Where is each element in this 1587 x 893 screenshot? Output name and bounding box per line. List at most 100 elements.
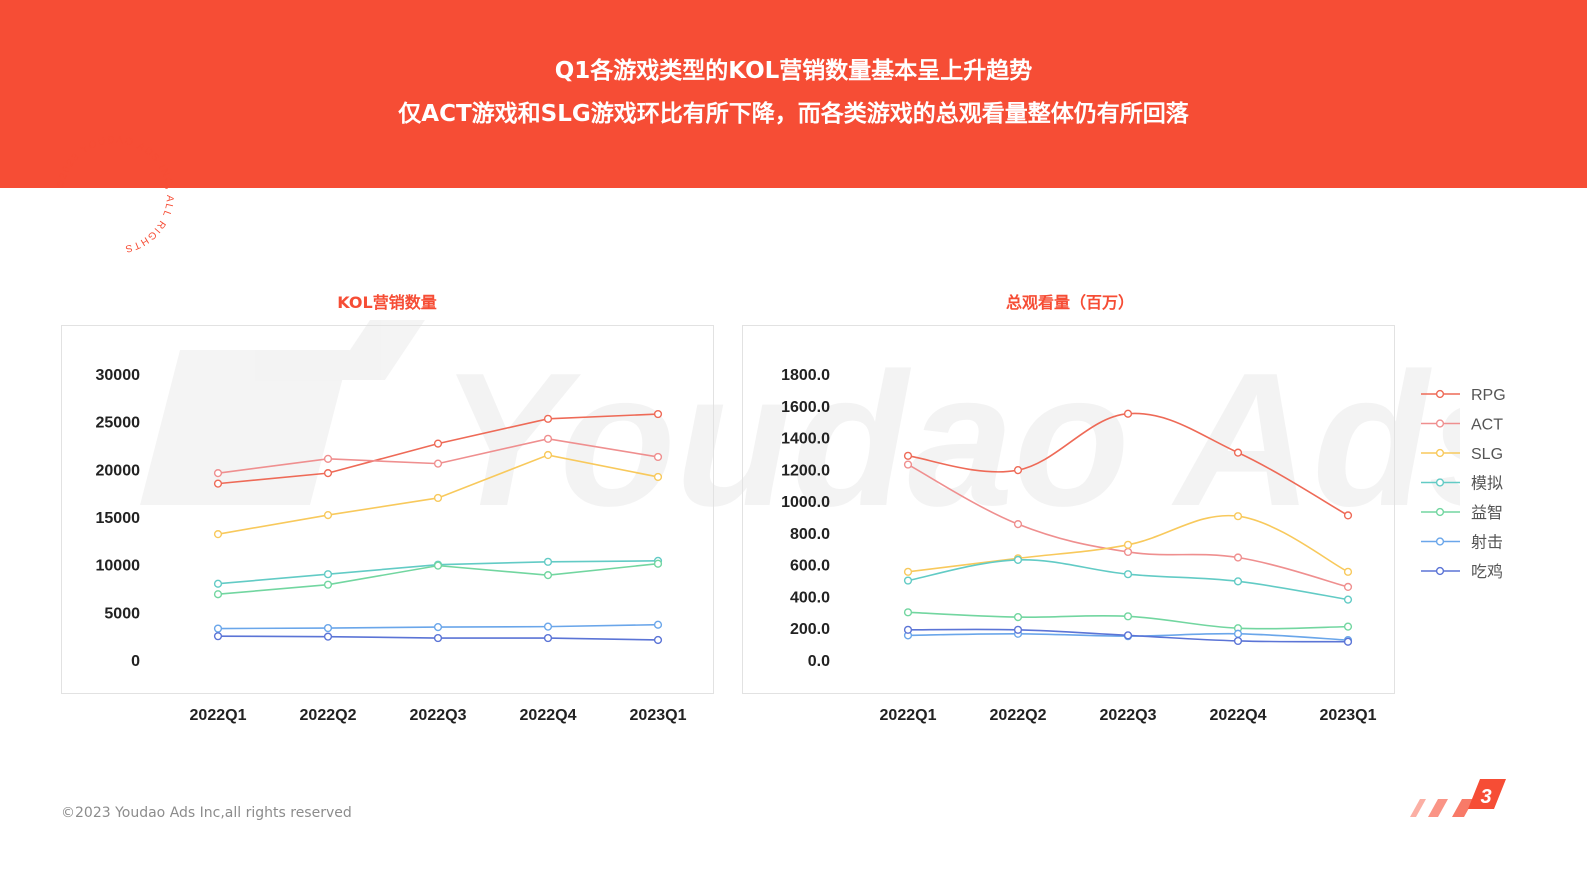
chart-2-ytick-label: 600.0	[790, 558, 830, 575]
chart-1-ytick-label: 20000	[96, 462, 141, 479]
chart-2-xtick-label: 2022Q2	[990, 707, 1047, 724]
chart-1-data-point	[653, 452, 663, 462]
chart-1-ytick-label: 5000	[104, 605, 140, 622]
chart-2-data-point	[1233, 629, 1243, 638]
chart-1-ytick-label: 10000	[96, 558, 141, 575]
chart-2-data-point	[1123, 631, 1133, 640]
chart-1-data-point	[323, 632, 333, 641]
chart-1-data-point	[323, 570, 333, 579]
chart-1-data-point	[543, 633, 553, 643]
chart-1-ytick-label: 30000	[96, 367, 141, 384]
chart-2-data-point	[1233, 448, 1243, 457]
chart-1-data-point	[543, 414, 553, 423]
copyright-seal: ©2023 YOUDAO ADS INC, ALL RIGHTS	[55, 135, 173, 254]
chart-2-series-line-ACT	[907, 463, 1349, 588]
chart-2-xtick-label: 2022Q1	[880, 707, 937, 724]
chart-1-data-point	[213, 530, 223, 539]
chart-1-data-point	[213, 479, 223, 488]
chart-2-data-point	[1233, 553, 1243, 562]
chart-1-data-point	[323, 623, 333, 633]
chart-1-data-point	[213, 624, 223, 633]
chart-1-data-point	[433, 493, 443, 503]
chart-2-data-point	[903, 576, 913, 585]
chart-2-data-point	[1233, 512, 1243, 521]
chart-1-data-point	[653, 409, 663, 419]
chart-2-data-point	[1233, 577, 1243, 586]
chart-1-plot: 30000 25000 20000 15000 10000 5000 0 2022Q1 2022…	[96, 367, 687, 724]
legend-swatch-marker	[1435, 566, 1445, 576]
chart-2-series-line-RPG	[907, 412, 1349, 517]
chart-2-data-point	[1123, 570, 1133, 579]
chart-1-data-point	[433, 623, 443, 632]
chart-2-ytick-label: 1400.0	[781, 431, 830, 448]
legend-label-射击: 射击	[1471, 534, 1503, 552]
chart-1-data-point	[433, 459, 443, 468]
page-number-badge: 3	[1410, 779, 1506, 817]
chart-1-data-point	[653, 620, 663, 629]
chart-2-data-point	[1343, 567, 1353, 576]
chart-2-data-point	[1343, 595, 1353, 604]
chart-2-xtick-label: 2022Q4	[1210, 707, 1267, 724]
chart-1-data-point	[433, 561, 443, 570]
chart-1-data-point	[543, 622, 553, 631]
chart-2-ytick-label: 1000.0	[781, 494, 830, 511]
chart-2-data-point	[1013, 625, 1023, 634]
chart-2-ytick-label: 1800.0	[781, 367, 830, 384]
headline-line-2: 仅ACT游戏和SLG游戏环比有所下降，而各类游戏的总观看量整体仍有所回落	[398, 101, 1189, 127]
chart-1-data-point	[433, 439, 443, 448]
chart-2-data-point	[1013, 466, 1023, 475]
chart-1-data-point	[213, 590, 223, 599]
chart-2-data-point	[1123, 540, 1133, 549]
footer-copyright: ©2023 Youdao Ads Inc,all rights reserved	[61, 805, 352, 821]
chart-1-data-point	[323, 580, 333, 589]
chart-2-ytick-label: 200.0	[790, 621, 830, 638]
chart-2-data-point	[1013, 612, 1023, 622]
chart-1-xtick-label: 2022Q3	[410, 707, 467, 724]
chart-1-data-point	[213, 469, 223, 478]
chart-1-data-point	[543, 434, 553, 443]
chart-1-data-point	[653, 559, 663, 568]
chart-2-ytick-label: 0.0	[808, 653, 830, 670]
chart-2-data-point	[903, 625, 913, 634]
chart-2-frame	[742, 325, 1395, 694]
chart-1-data-point	[543, 571, 553, 580]
chart-2-ytick-label: 1600.0	[781, 399, 830, 416]
legend-label-RPG: RPG	[1471, 387, 1506, 404]
legend-label-ACT: ACT	[1471, 417, 1503, 434]
chart-1-xtick-label: 2022Q2	[300, 707, 357, 724]
chart-2-data-point	[1343, 622, 1353, 631]
chart-1-data-point	[543, 557, 553, 566]
chart-2-ytick-label: 400.0	[790, 589, 830, 606]
headline-line-1: Q1各游戏类型的KOL营销数量基本呈上升趋势	[554, 58, 1033, 84]
chart-2-data-point	[903, 460, 913, 469]
legend-label-益智: 益智	[1471, 504, 1503, 522]
legend-swatch-marker	[1435, 478, 1445, 487]
chart-1-ytick-label: 25000	[96, 415, 141, 432]
chart-1-ytick-label: 15000	[96, 510, 141, 527]
legend-label-SLG: SLG	[1471, 446, 1503, 463]
legend-swatch-marker	[1435, 507, 1445, 517]
chart-2-data-point	[1123, 409, 1133, 418]
chart-1-series-line-RPG	[217, 413, 659, 485]
chart-2-data-point	[1233, 636, 1243, 646]
legend-swatch-marker	[1435, 448, 1445, 458]
chart-1-xtick-label: 2022Q4	[520, 707, 577, 724]
chart-1-data-point	[323, 510, 333, 520]
chart-2-data-point	[1013, 520, 1023, 529]
chart-1-data-point	[543, 450, 553, 460]
chart-2-data-point	[1343, 637, 1353, 646]
chart-1-ytick-label: 0	[131, 653, 140, 670]
chart-1-data-point	[213, 579, 223, 588]
legend-swatch-marker	[1435, 537, 1445, 546]
chart-1-frame	[61, 325, 714, 694]
chart-2-xtick-label: 2022Q3	[1100, 707, 1157, 724]
chart-1-data-point	[323, 469, 333, 478]
page-number: 3	[1480, 786, 1491, 808]
chart-2-plot: 1800.0 1600.0 1400.0 1200.0 1000.0 800.0 600.0…	[781, 367, 1377, 724]
chart-1-xtick-label: 2022Q1	[190, 707, 247, 724]
chart-2-data-point	[1123, 547, 1133, 557]
chart-1-title: KOL营销数量	[337, 293, 437, 312]
chart-2-data-point	[903, 451, 913, 460]
chart-2-data-point	[1013, 555, 1023, 565]
